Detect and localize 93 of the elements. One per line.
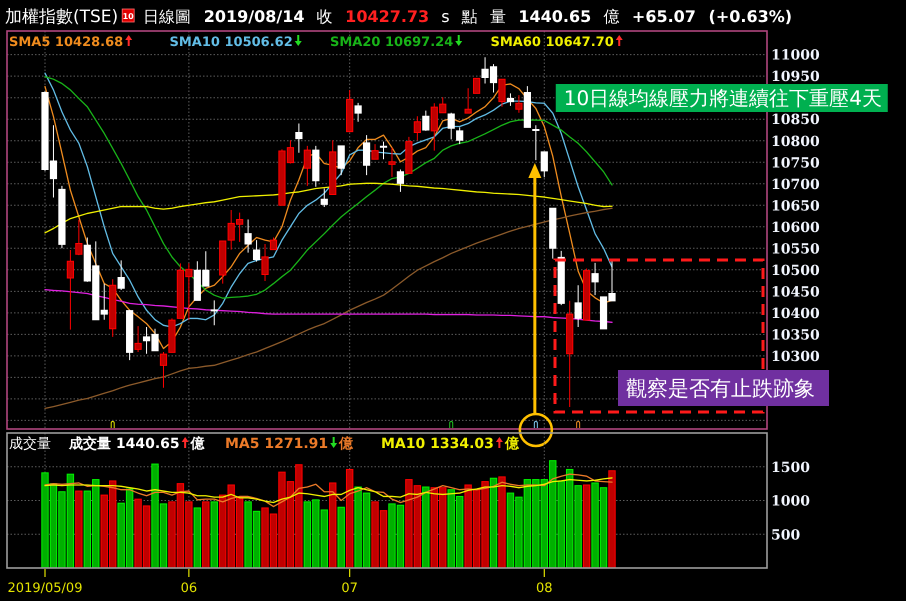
- candlestick: [160, 351, 168, 388]
- text: 日線圖 2019/08/14 收 10427.73 s 點 量 1440.65 億 +65.07 (+0.63%): [143, 7, 792, 26]
- bar: [329, 482, 336, 568]
- candlestick: [252, 240, 260, 262]
- candlestick: [380, 141, 388, 160]
- y-tick-label: 1500: [771, 460, 810, 476]
- chart-title: 加權指數(TSE): [5, 7, 118, 27]
- candlestick: [498, 78, 506, 108]
- y-tick-label: 10300: [771, 348, 820, 365]
- x-tick-label: 07: [341, 581, 358, 596]
- candlestick: [168, 318, 176, 354]
- text: SMA10 10506.62: [170, 35, 293, 50]
- candlestick: [329, 140, 336, 196]
- candlestick: [549, 207, 556, 260]
- y-tick-label: 10500: [771, 262, 820, 279]
- candlestick: [414, 116, 421, 141]
- candlestick: [448, 112, 455, 140]
- candlestick: [574, 284, 582, 328]
- candlestick: [66, 250, 74, 330]
- y-tick-label: 10950: [771, 69, 820, 86]
- text: SMA60 10647.70: [490, 35, 614, 50]
- candlestick: [583, 268, 590, 322]
- bar: [498, 476, 506, 568]
- candlestick: [346, 89, 354, 133]
- candlestick: [515, 94, 523, 114]
- text: SMA5 10428.68: [9, 35, 124, 50]
- candlestick: [338, 144, 345, 176]
- line-series: [44, 182, 613, 234]
- candlestick: [210, 300, 218, 326]
- bar: [210, 501, 218, 568]
- y-tick-label: 10800: [771, 134, 820, 150]
- candlestick: [126, 309, 134, 361]
- y-tick-label: 10750: [771, 155, 820, 172]
- candlestick: [244, 218, 252, 254]
- candlestick: [540, 150, 548, 178]
- y-tick-label: 10650: [771, 198, 820, 214]
- candlestick: [506, 92, 514, 106]
- y-tick-label: 10400: [771, 306, 820, 322]
- x-tick-label: 2019/05/09: [8, 581, 82, 596]
- y-tick-label: 10700: [771, 176, 820, 193]
- candlestick: [75, 219, 82, 256]
- bar: [582, 484, 590, 568]
- y-tick-label: 10550: [771, 241, 820, 258]
- line-series: [44, 288, 613, 323]
- bar: [202, 501, 210, 568]
- candlestick: [295, 123, 302, 154]
- bar: [75, 490, 83, 568]
- bar: [337, 506, 345, 568]
- candlestick: [312, 145, 320, 188]
- candlestick: [320, 188, 328, 208]
- candlestick: [456, 126, 464, 145]
- line-series: [44, 208, 613, 409]
- candlestick: [261, 243, 269, 282]
- candlestick: [371, 144, 379, 160]
- y-tick-label: 500: [771, 527, 800, 544]
- candlestick: [464, 88, 472, 114]
- bar: [422, 486, 430, 568]
- candlestick: [396, 169, 404, 192]
- candlestick: [118, 260, 125, 291]
- candlestick: [219, 240, 226, 284]
- text: 觀察是否有止跌跡象: [626, 376, 815, 401]
- candlestick: [422, 110, 430, 132]
- candlestick: [362, 134, 370, 176]
- text: 10: [122, 12, 134, 21]
- candlestick: [109, 278, 116, 338]
- candlestick: [304, 145, 311, 186]
- x-tick-label: 06: [180, 581, 198, 596]
- candlestick: [405, 136, 412, 174]
- candlestick: [472, 77, 480, 94]
- candlestick: [532, 124, 540, 161]
- x-tick-label: 08: [536, 581, 553, 596]
- candlestick: [134, 326, 142, 352]
- chart-title: 成交量: [9, 436, 51, 452]
- candlestick: [354, 102, 362, 122]
- y-tick-label: 10350: [771, 327, 820, 344]
- y-tick-label: 11000: [771, 48, 820, 64]
- bar: [194, 507, 202, 568]
- annotation: 10日線均線壓力將連續往下重壓4天: [564, 86, 882, 110]
- y-tick-label: 10600: [771, 220, 820, 236]
- candlestick: [58, 185, 66, 249]
- y-tick-label: 10850: [771, 112, 820, 128]
- candlestick: [388, 147, 396, 178]
- y-tick-label: 10450: [771, 284, 820, 300]
- candlestick: [566, 300, 574, 408]
- y-tick-label: 1000: [771, 494, 810, 510]
- candlestick: [558, 250, 565, 306]
- bar: [346, 468, 354, 568]
- bar: [608, 470, 616, 568]
- bar: [490, 478, 498, 568]
- text: SMA20 10697.24: [330, 35, 454, 50]
- candlestick: [270, 237, 278, 251]
- candlestick: [591, 262, 599, 296]
- candlestick: [524, 86, 531, 128]
